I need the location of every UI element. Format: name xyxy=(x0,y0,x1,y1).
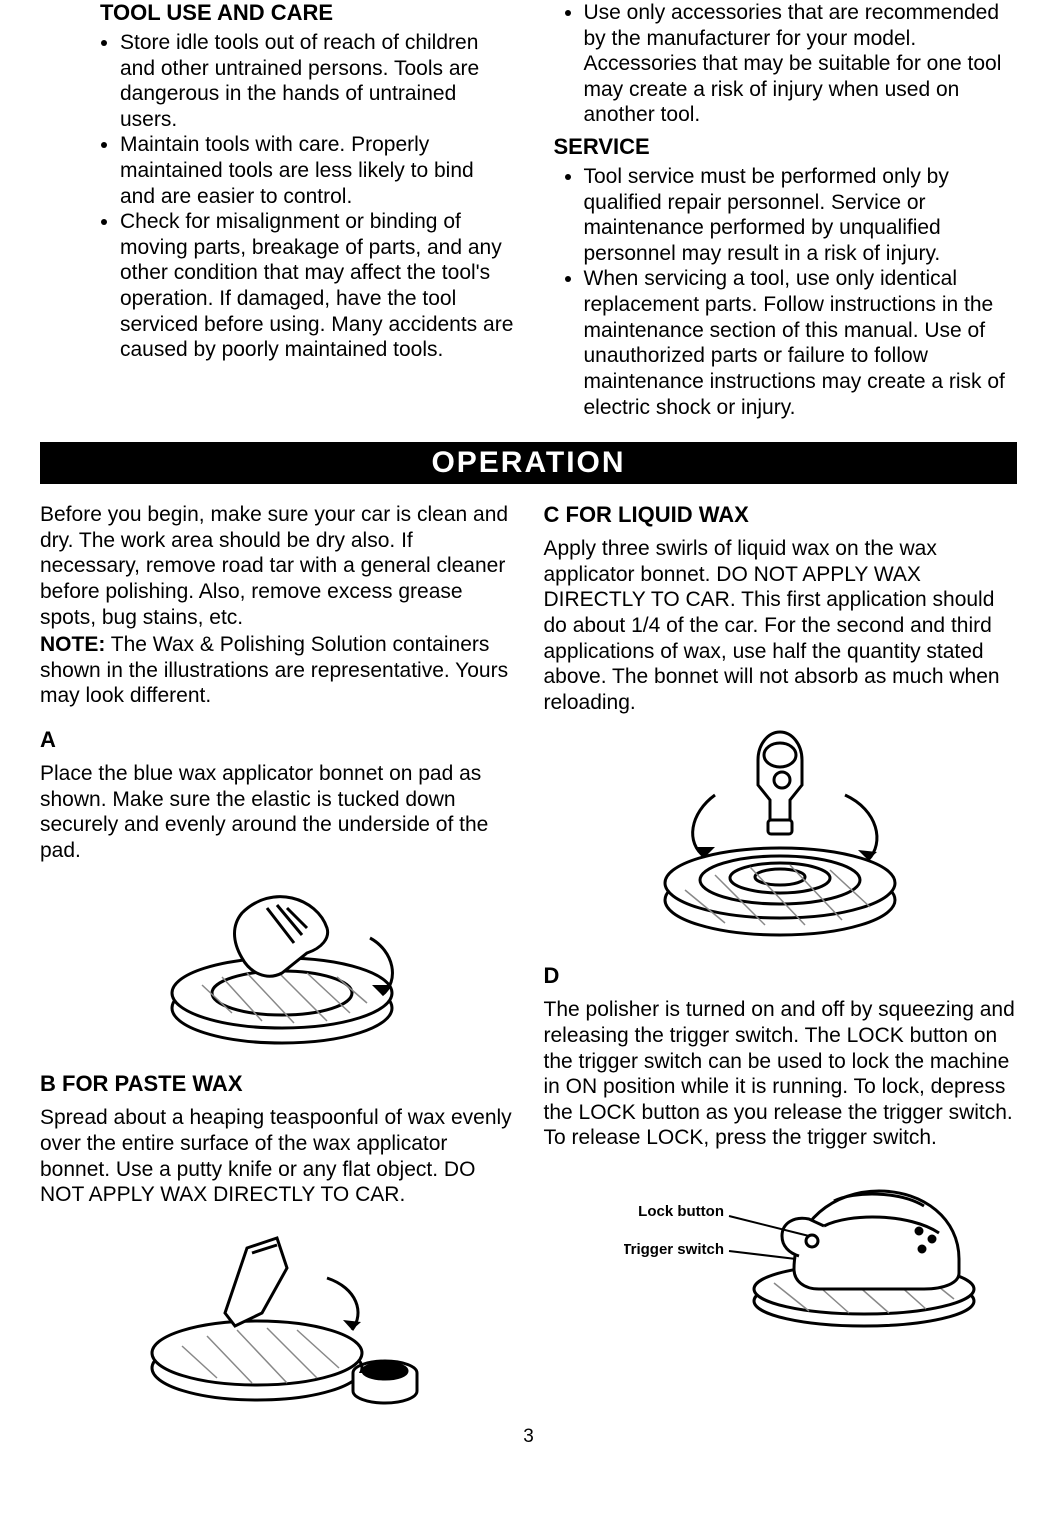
bullet-item: Maintain tools with care. Properly maint… xyxy=(120,132,514,209)
lock-button-label: Lock button xyxy=(638,1203,724,1220)
step-b-body: Spread about a heaping teaspoonful of wa… xyxy=(40,1105,514,1207)
illustration-b-paste-wax-icon xyxy=(127,1218,427,1408)
step-a-label: A xyxy=(40,727,514,753)
step-c-body: Apply three swirls of liquid wax on the … xyxy=(544,536,1018,715)
bullet-item: Tool service must be performed only by q… xyxy=(584,164,1018,266)
bullet-item: Use only accessories that are recommende… xyxy=(584,0,1018,128)
safety-section: TOOL USE AND CARE Store idle tools out o… xyxy=(40,0,1017,420)
safety-left-column: TOOL USE AND CARE Store idle tools out o… xyxy=(40,0,514,420)
tool-use-bullets: Store idle tools out of reach of childre… xyxy=(40,30,514,363)
bullet-item: Check for misalignment or binding of mov… xyxy=(120,209,514,363)
safety-right-column: Use only accessories that are recommende… xyxy=(544,0,1018,420)
page: TOOL USE AND CARE Store idle tools out o… xyxy=(0,0,1057,1478)
operation-banner: OPERATION xyxy=(40,442,1017,484)
operation-right-column: C FOR LIQUID WAX Apply three swirls of l… xyxy=(544,502,1018,1418)
bullet-item: When servicing a tool, use only identica… xyxy=(584,266,1018,420)
operation-left-column: Before you begin, make sure your car is … xyxy=(40,502,514,1418)
illustration-c-liquid-wax-icon xyxy=(630,725,930,945)
step-a-body: Place the blue wax applicator bonnet on … xyxy=(40,761,514,863)
accessories-bullets: Use only accessories that are recommende… xyxy=(544,0,1018,128)
service-bullets: Tool service must be performed only by q… xyxy=(544,164,1018,420)
step-c-label: C FOR LIQUID WAX xyxy=(544,502,1018,528)
operation-note: NOTE: The Wax & Polishing Solution conta… xyxy=(40,632,514,709)
note-body: The Wax & Polishing Solution containers … xyxy=(40,633,508,707)
illustration-a-bonnet-on-pad-icon xyxy=(132,873,422,1053)
illustration-d-polisher-icon: Lock button Trigger switch xyxy=(624,1161,984,1331)
page-number: 3 xyxy=(40,1426,1017,1448)
step-d-label: D xyxy=(544,963,1018,989)
operation-intro: Before you begin, make sure your car is … xyxy=(40,502,514,630)
operation-section: Before you begin, make sure your car is … xyxy=(40,502,1017,1418)
step-d-body: The polisher is turned on and off by squ… xyxy=(544,997,1018,1151)
step-b-label: B FOR PASTE WAX xyxy=(40,1071,514,1097)
bullet-item: Store idle tools out of reach of childre… xyxy=(120,30,514,132)
note-label: NOTE: xyxy=(40,633,105,656)
tool-use-heading: TOOL USE AND CARE xyxy=(40,0,514,26)
trigger-switch-label: Trigger switch xyxy=(624,1241,724,1258)
service-heading: SERVICE xyxy=(544,134,1018,160)
